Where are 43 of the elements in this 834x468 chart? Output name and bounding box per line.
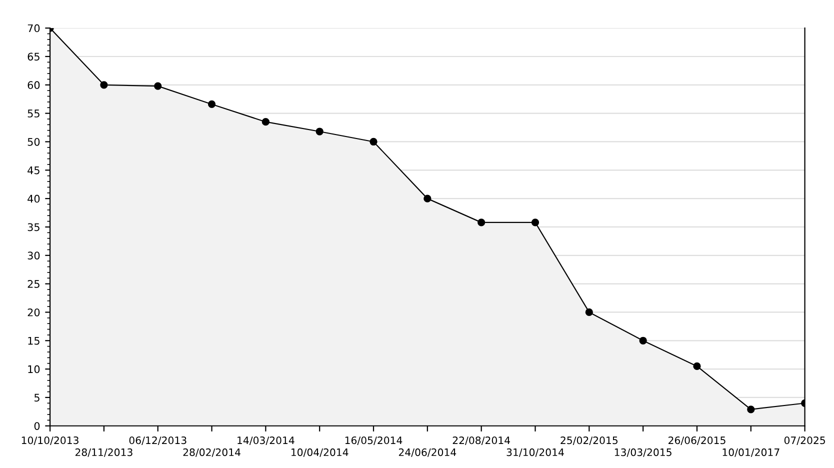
point xyxy=(747,406,755,414)
x-tick-label: 28/11/2013 xyxy=(75,448,132,457)
point xyxy=(693,362,701,370)
x-tick-label: 25/02/2015 xyxy=(560,436,618,445)
point xyxy=(154,82,162,90)
point xyxy=(316,128,324,136)
point xyxy=(478,218,486,226)
x-tick-label: 13/03/2015 xyxy=(614,448,672,457)
x-tick-label: 16/05/2014 xyxy=(345,436,402,445)
y-tick-label: 20 xyxy=(28,308,40,316)
point xyxy=(370,138,378,146)
point xyxy=(531,218,540,226)
y-tick-label: 60 xyxy=(28,81,40,90)
x-tick-label: 22/08/2014 xyxy=(452,436,510,445)
x-tick-label: 10/01/2017 xyxy=(722,448,780,457)
y-tick-label: 55 xyxy=(28,110,40,118)
y-tick-label: 45 xyxy=(28,166,40,174)
y-tick-label: 70 xyxy=(28,24,40,32)
x-tick-label: 06/12/2013 xyxy=(129,436,186,445)
y-tick-label: 40 xyxy=(28,194,40,203)
y-tick-label: 5 xyxy=(34,394,40,402)
y-tick-label: 65 xyxy=(28,52,40,61)
y-tick-label: 10 xyxy=(28,365,40,374)
x-tick-label: 26/06/2015 xyxy=(668,436,726,445)
x-tick-label: 24/06/2014 xyxy=(398,448,456,457)
point xyxy=(424,194,432,202)
x-tick-label: 28/02/2014 xyxy=(183,448,240,457)
point xyxy=(639,336,647,344)
x-tick-label: 10/10/2013 xyxy=(22,436,78,445)
point xyxy=(262,118,270,126)
x-tick-label: 07/2025 xyxy=(784,436,825,445)
point xyxy=(100,81,108,89)
x-tick-label: 31/10/2014 xyxy=(506,448,564,457)
y-tick-label: 50 xyxy=(28,138,40,146)
y-tick-label: 0 xyxy=(34,422,40,430)
point xyxy=(585,308,593,316)
y-tick-label: 30 xyxy=(28,252,40,260)
x-tick-label: 14/03/2014 xyxy=(238,436,294,445)
point xyxy=(208,100,216,108)
y-tick-label: 25 xyxy=(28,280,40,288)
x-tick-label: 10/04/2014 xyxy=(291,448,348,457)
y-tick-label: 15 xyxy=(28,337,40,345)
y-tick-label: 35 xyxy=(28,223,40,232)
